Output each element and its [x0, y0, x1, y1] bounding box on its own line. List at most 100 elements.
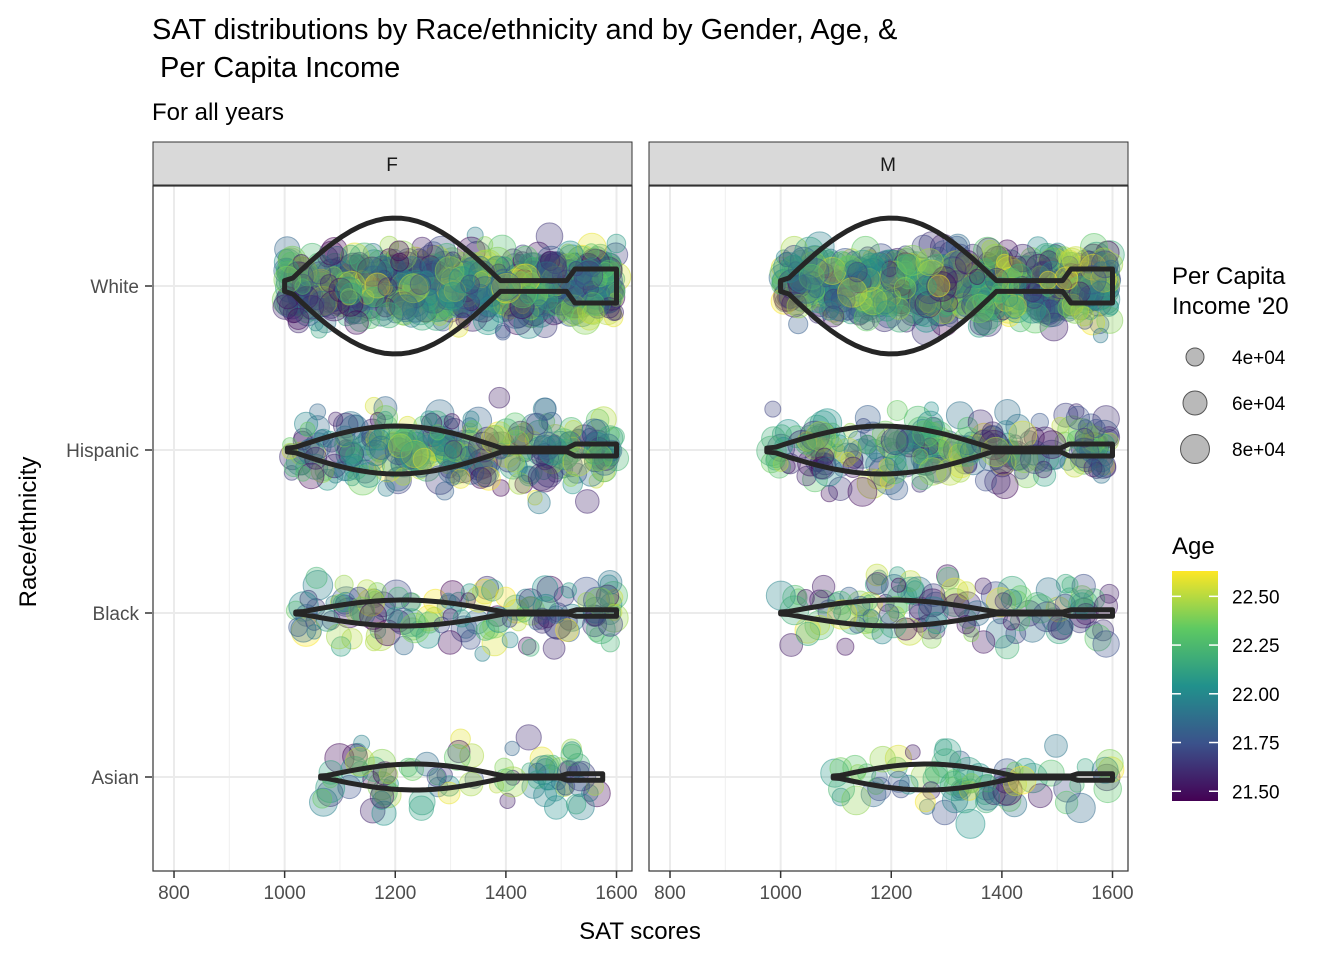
x-tick-label: 1400 — [485, 883, 527, 904]
data-point — [1002, 296, 1025, 319]
data-point — [994, 592, 1013, 610]
data-point — [448, 266, 476, 294]
x-axis-title: SAT scores — [579, 918, 701, 945]
x-tick-label: 1400 — [981, 883, 1023, 904]
size-legend-title-1: Per Capita — [1172, 263, 1286, 290]
data-point — [536, 253, 568, 285]
y-tick-label: Black — [93, 604, 140, 625]
data-point — [335, 276, 363, 304]
color-key-label: 21.75 — [1232, 734, 1280, 755]
size-key-circle — [1180, 434, 1210, 464]
data-point — [377, 479, 395, 497]
data-point — [573, 260, 604, 291]
data-point — [445, 471, 461, 486]
size-key-label: 8e+04 — [1232, 440, 1286, 461]
data-point — [328, 411, 344, 427]
facet-f-label: F — [386, 155, 398, 176]
x-tick-label: 1200 — [870, 883, 912, 904]
data-point — [583, 243, 600, 260]
data-point — [377, 277, 398, 297]
color-key-label: 22.00 — [1232, 685, 1280, 706]
chart-title: SAT distributions by Race/ethnicity and … — [152, 14, 897, 46]
data-point — [363, 286, 385, 308]
data-point — [408, 795, 435, 821]
data-point — [527, 491, 551, 515]
data-point — [349, 242, 380, 274]
data-point — [326, 245, 348, 267]
data-point — [409, 273, 432, 295]
y-tick-label: White — [90, 277, 139, 298]
data-point — [560, 243, 576, 260]
data-point — [305, 566, 328, 589]
data-point — [1061, 576, 1079, 594]
data-point — [398, 757, 418, 778]
data-point — [475, 466, 497, 488]
data-point — [764, 400, 782, 418]
data-point — [367, 582, 387, 601]
data-point — [435, 278, 466, 309]
data-point — [588, 473, 604, 489]
data-point — [494, 323, 511, 339]
data-point — [880, 427, 909, 456]
data-point — [375, 302, 402, 329]
x-tick-label: 800 — [158, 883, 190, 904]
data-point — [811, 574, 836, 599]
data-point — [439, 282, 467, 310]
facet-m-label: M — [880, 155, 896, 176]
size-legend-title-2: Income '20 — [1172, 293, 1289, 320]
x-tick-label: 800 — [654, 883, 686, 904]
data-point — [495, 586, 517, 608]
data-point — [836, 637, 855, 656]
data-point — [501, 631, 519, 649]
data-point — [847, 477, 878, 507]
data-point — [893, 276, 917, 300]
data-point — [581, 302, 605, 325]
data-point — [393, 467, 413, 486]
data-point — [532, 313, 558, 339]
data-point — [527, 489, 543, 506]
color-legend: Age 22.50 22.25 22.00 21.75 21.50 — [1172, 533, 1280, 803]
data-point — [340, 288, 358, 306]
data-point — [534, 397, 557, 421]
data-point — [545, 754, 561, 771]
chart-subtitle: For all years — [152, 99, 284, 126]
data-point — [412, 447, 436, 471]
x-tick-label: 1600 — [595, 883, 637, 904]
y-tick-label: Hispanic — [66, 441, 139, 462]
data-point — [833, 603, 852, 622]
data-point — [443, 413, 461, 430]
data-point — [1044, 734, 1068, 758]
data-point — [955, 808, 986, 839]
data-point — [299, 421, 316, 438]
color-key-label: 21.50 — [1232, 782, 1280, 803]
size-key-label: 4e+04 — [1232, 348, 1286, 369]
data-point — [974, 469, 997, 492]
data-point — [492, 479, 510, 497]
data-point — [334, 574, 354, 595]
data-point — [918, 277, 937, 296]
x-tick-label: 1600 — [1091, 883, 1133, 904]
data-point — [563, 471, 579, 487]
data-point — [299, 295, 325, 320]
data-point — [431, 256, 454, 279]
data-point — [437, 630, 463, 655]
y-axis-title: Race/ethnicity — [15, 457, 42, 608]
data-point — [527, 463, 556, 491]
x-tick-label: 1200 — [374, 883, 416, 904]
data-point — [914, 791, 936, 813]
data-point — [521, 638, 540, 657]
data-point — [504, 740, 520, 757]
data-point — [974, 577, 992, 595]
data-point — [878, 603, 900, 625]
data-point — [844, 260, 861, 277]
data-point — [857, 434, 877, 454]
size-key-circle — [1182, 390, 1208, 416]
data-point — [435, 444, 457, 467]
data-point — [876, 300, 898, 322]
data-point — [319, 274, 339, 293]
chart-title-line2: Per Capita Income — [152, 52, 400, 84]
data-point — [1065, 792, 1096, 824]
data-point — [308, 290, 336, 318]
data-point — [565, 794, 587, 815]
